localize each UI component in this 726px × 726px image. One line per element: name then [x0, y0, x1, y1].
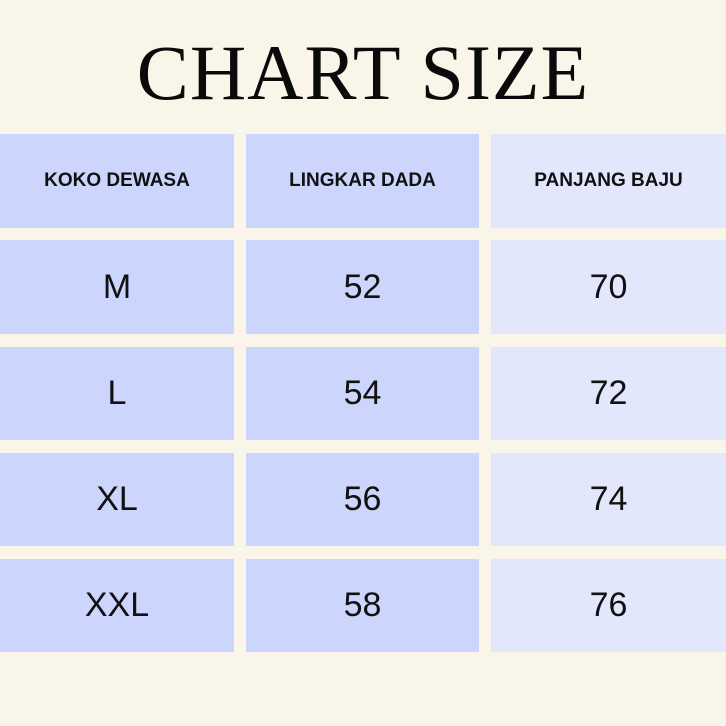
- table-cell: 76: [491, 559, 726, 652]
- page-title: CHART SIZE: [136, 29, 590, 116]
- table-cell: 54: [246, 347, 479, 440]
- table-cell: M: [0, 240, 234, 334]
- column-header: KOKO DEWASA: [0, 134, 234, 228]
- table-cell: L: [0, 347, 234, 440]
- table-cell: 58: [246, 559, 479, 652]
- table-cell: 72: [491, 347, 726, 440]
- column-header: LINGKAR DADA: [246, 134, 479, 228]
- table-cell: 52: [246, 240, 479, 334]
- table-cell: XXL: [0, 559, 234, 652]
- table-cell: 70: [491, 240, 726, 334]
- table-cell: 74: [491, 453, 726, 546]
- table-cell: XL: [0, 453, 234, 546]
- table-cell: 56: [246, 453, 479, 546]
- column-header: PANJANG BAJU: [491, 134, 726, 228]
